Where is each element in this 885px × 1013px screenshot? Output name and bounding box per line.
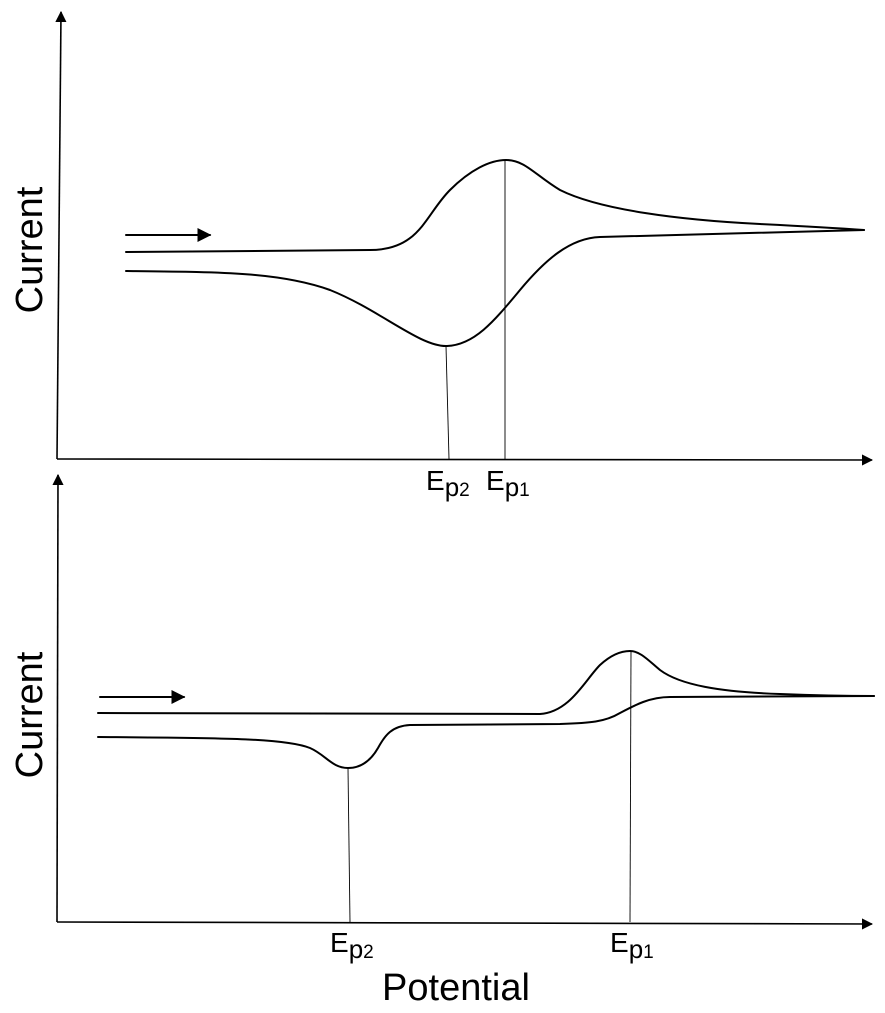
top-y-label: Current (9, 186, 51, 313)
top-y-axis (55, 10, 67, 460)
top-forward-curve (125, 159, 865, 253)
top-reverse-curve (125, 229, 865, 348)
bottom-ep2-label: Ep2 (330, 927, 374, 964)
bottom-ep1-label: Ep1 (610, 927, 654, 964)
top-ep2-drop-line (445, 345, 450, 460)
top-ep2-label: Ep2 (426, 465, 470, 502)
bottom-chart: Current Ep2 Ep1 Potential (9, 473, 875, 1009)
bottom-y-label: Current (9, 651, 51, 778)
bottom-ep2-drop-line (347, 767, 351, 923)
top-ep1-label: Ep1 (486, 465, 530, 502)
bottom-x-axis (56, 918, 874, 930)
top-chart: Current Ep2 Ep1 (9, 10, 874, 502)
bottom-reverse-curve (97, 695, 875, 769)
bottom-x-label: Potential (382, 967, 530, 1009)
bottom-y-axis (52, 473, 64, 923)
top-x-axis (56, 454, 874, 466)
bottom-forward-curve (97, 650, 875, 715)
bottom-ep1-drop-line (629, 650, 632, 923)
